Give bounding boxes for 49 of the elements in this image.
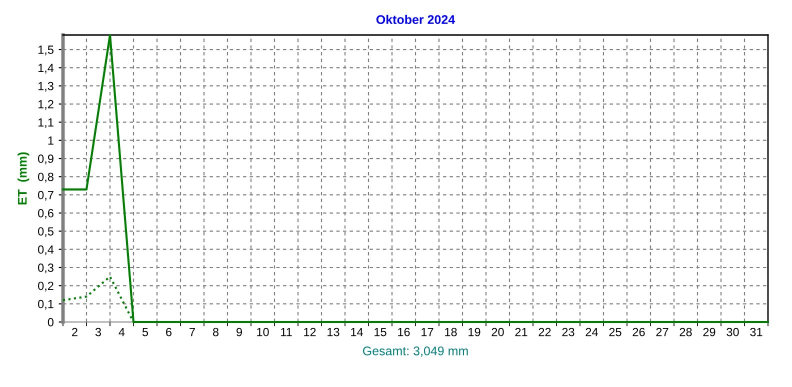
y-tick-label: 0,3 — [38, 264, 54, 274]
x-tick-label: 7 — [190, 328, 195, 336]
x-tick-label: 4 — [118, 328, 125, 336]
y-tick-label: 0,7 — [38, 190, 54, 201]
x-tick-label: 26 — [632, 328, 645, 336]
y-tick-label: 0,1 — [38, 300, 54, 310]
x-tick-label: 5 — [142, 328, 148, 336]
y-tick-label: 0,4 — [38, 245, 54, 256]
y-tick-label: 0,6 — [38, 209, 54, 219]
x-tick-label: 19 — [468, 328, 480, 336]
x-tick-label: 10 — [257, 328, 269, 336]
x-tick-label: 16 — [398, 328, 410, 336]
y-tick-label: 1,3 — [38, 82, 54, 92]
x-tick-label: 28 — [680, 328, 692, 336]
x-tick-label: 18 — [445, 328, 457, 336]
x-tick-label: 21 — [515, 328, 528, 336]
x-tick-label: 3 — [95, 328, 102, 336]
y-axis-title: ET (mm) — [18, 152, 30, 204]
y-tick-label: 0,9 — [38, 154, 54, 164]
chart-title: Oktober 2024 — [376, 14, 456, 24]
x-tick-label: 23 — [562, 328, 574, 336]
x-tick-label: 9 — [236, 328, 242, 336]
y-tick-label: 1,1 — [38, 118, 54, 128]
x-tick-label: 15 — [374, 328, 386, 336]
x-tick-label: 22 — [538, 328, 551, 336]
x-tick-label: 24 — [586, 328, 598, 336]
x-tick-label: 8 — [212, 328, 219, 336]
x-tick-label: 11 — [281, 328, 292, 336]
x-tick-label: 2 — [72, 328, 78, 336]
x-tick-label: 13 — [328, 328, 340, 336]
y-tick-label: 1 — [48, 136, 54, 145]
x-tick-label: 12 — [304, 328, 316, 336]
x-tick-label: 30 — [726, 328, 739, 336]
x-tick-label: 31 — [750, 328, 762, 336]
x-tick-label: 14 — [351, 328, 363, 336]
y-tick-label: 1,2 — [38, 100, 54, 110]
y-tick-label: 1,4 — [38, 64, 54, 74]
x-tick-label: 27 — [656, 328, 668, 336]
x-tick-label: 29 — [703, 328, 716, 336]
x-tick-label: 17 — [422, 328, 434, 336]
x-tick-label: 25 — [609, 328, 622, 336]
y-tick-label: 0 — [48, 318, 54, 326]
text: Gesamt: 3,049 mm — [362, 346, 468, 357]
y-tick-label: 1,5 — [38, 46, 54, 56]
x-tick-label: 20 — [492, 328, 504, 336]
y-tick-label: 0,8 — [38, 172, 54, 182]
y-tick-label: 0,5 — [38, 227, 54, 237]
x-tick-label: 6 — [166, 328, 172, 336]
y-tick-label: 0,2 — [38, 282, 54, 292]
